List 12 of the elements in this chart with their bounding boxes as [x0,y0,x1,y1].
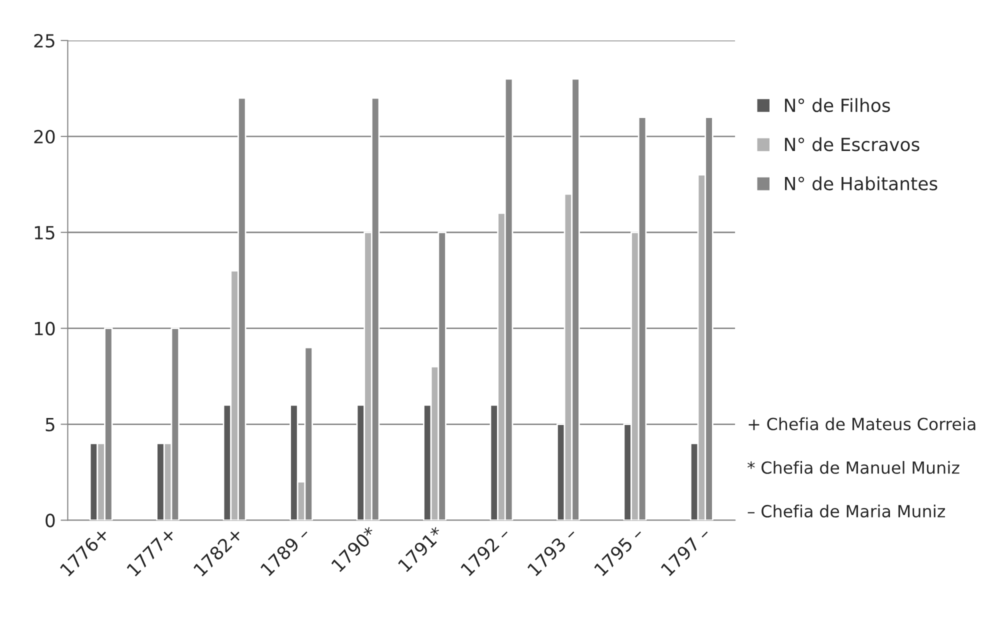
y-tick-label: 5 [46,418,54,432]
y-tick-label: 20 [34,130,55,144]
text: * Chefia de Manuel Muniz [747,461,960,474]
y-tick-label: 10 [34,322,55,336]
y-tick-label: 15 [34,226,54,240]
legend-label: N° de Filhos [785,98,890,112]
text: – Chefia de Maria Muniz [748,504,945,518]
legend-label: N° de Habitantes [785,176,938,190]
legend-label: N° de Escravos [785,137,920,152]
y-tick-label: 0 [46,514,55,528]
text: + Chefia de Mateus Correia [748,417,976,430]
y-tick-label: 25 [34,34,54,48]
